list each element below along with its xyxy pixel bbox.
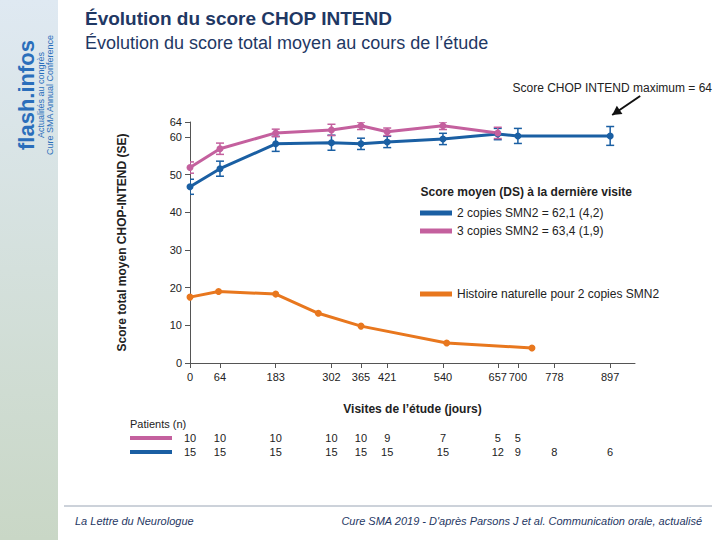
svg-text:7: 7 (440, 432, 446, 444)
svg-text:10: 10 (270, 432, 282, 444)
svg-text:50: 50 (170, 169, 182, 181)
svg-text:La Lettre du Neurologue: La Lettre du Neurologue (75, 515, 194, 527)
svg-text:365: 365 (352, 371, 370, 383)
svg-text:540: 540 (434, 371, 452, 383)
svg-text:64: 64 (170, 116, 182, 128)
svg-text:Visites de l’étude (jours): Visites de l’étude (jours) (343, 402, 481, 416)
svg-text:40: 40 (170, 206, 182, 218)
svg-text:5: 5 (495, 432, 501, 444)
svg-text:10: 10 (184, 432, 196, 444)
svg-text:2 copies SMN2 = 62,1 (4,2): 2 copies SMN2 = 62,1 (4,2) (457, 206, 603, 220)
svg-text:9: 9 (515, 446, 521, 458)
svg-text:8: 8 (551, 446, 557, 458)
svg-text:Score CHOP INTEND maximum = 64: Score CHOP INTEND maximum = 64 (513, 81, 713, 95)
svg-text:Score total moyen CHOP-INTEND: Score total moyen CHOP-INTEND (SE) (115, 133, 129, 351)
svg-text:12: 12 (492, 446, 504, 458)
svg-text:15: 15 (270, 446, 282, 458)
svg-text:3 copies SMN2 = 63,4 (1,9): 3 copies SMN2 = 63,4 (1,9) (457, 224, 603, 238)
svg-text:10: 10 (170, 319, 182, 331)
svg-text:10: 10 (325, 432, 337, 444)
svg-text:64: 64 (214, 371, 226, 383)
svg-text:421: 421 (378, 371, 396, 383)
svg-text:Évolution du score total moyen: Évolution du score total moyen au cours … (85, 33, 488, 53)
svg-text:15: 15 (214, 446, 226, 458)
svg-text:Histoire naturelle pour 2 copi: Histoire naturelle pour 2 copies SMN2 (457, 287, 659, 301)
svg-text:6: 6 (607, 446, 613, 458)
svg-text:10: 10 (214, 432, 226, 444)
svg-text:302: 302 (322, 371, 340, 383)
svg-text:Évolution du score CHOP INTEND: Évolution du score CHOP INTEND (85, 8, 392, 29)
svg-text:0: 0 (187, 371, 193, 383)
svg-text:Cure SMA 2019 - D'après Parson: Cure SMA 2019 - D'après Parsons J et al.… (341, 515, 702, 527)
svg-text:15: 15 (437, 446, 449, 458)
svg-text:9: 9 (384, 432, 390, 444)
svg-text:0: 0 (176, 357, 182, 369)
svg-text:15: 15 (184, 446, 196, 458)
svg-text:Patients (n): Patients (n) (130, 418, 186, 430)
svg-text:183: 183 (267, 371, 285, 383)
svg-text:778: 778 (545, 371, 563, 383)
svg-text:700: 700 (509, 371, 527, 383)
svg-text:15: 15 (355, 446, 367, 458)
svg-text:657: 657 (489, 371, 507, 383)
svg-text:Score moyen (DS) à la dernière: Score moyen (DS) à la dernière visite (421, 185, 633, 199)
svg-text:Actualités au congrès: Actualités au congrès (36, 52, 46, 138)
svg-text:15: 15 (325, 446, 337, 458)
svg-text:flash.infos: flash.infos (14, 40, 39, 150)
svg-text:5: 5 (515, 432, 521, 444)
svg-text:Cure SMA Annual Conference: Cure SMA Annual Conference (45, 35, 55, 155)
svg-text:30: 30 (170, 244, 182, 256)
svg-text:15: 15 (381, 446, 393, 458)
svg-text:897: 897 (601, 371, 619, 383)
svg-text:10: 10 (355, 432, 367, 444)
svg-text:60: 60 (170, 131, 182, 143)
svg-text:20: 20 (170, 282, 182, 294)
